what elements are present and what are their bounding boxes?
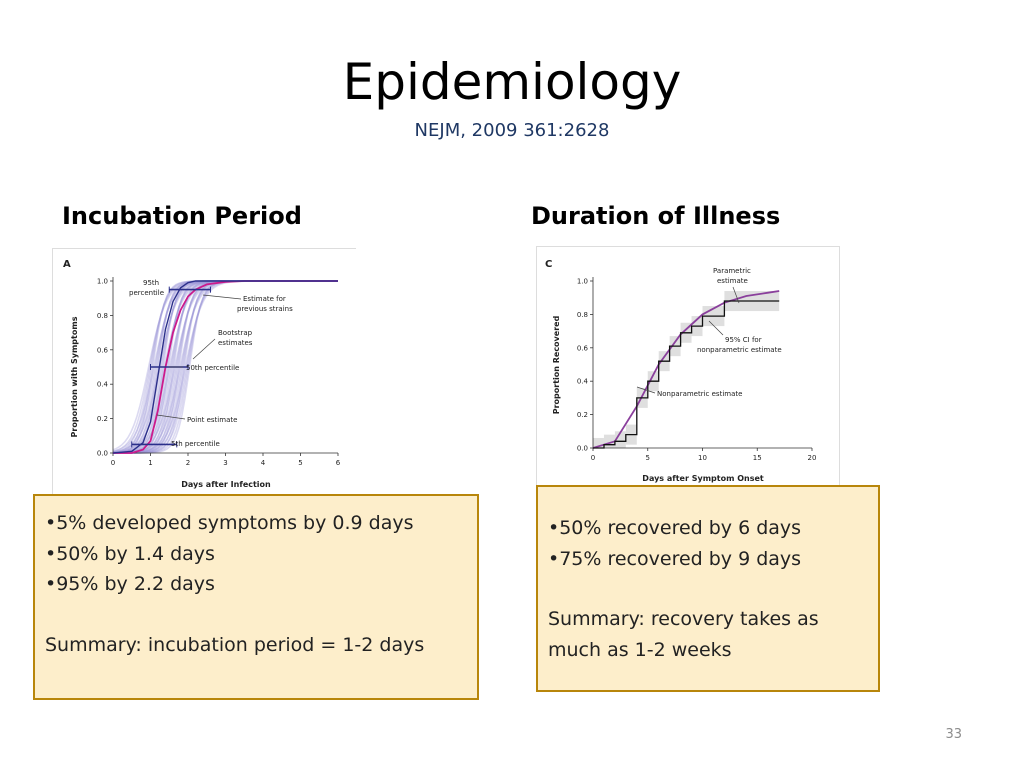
x-tick-label: 5 — [298, 459, 302, 467]
x-tick-label: 10 — [698, 454, 707, 462]
nonparametric-step-line — [593, 300, 780, 449]
x-tick-label: 15 — [753, 454, 762, 462]
annotation-bootstrap-2: estimates — [218, 339, 253, 347]
x-tick-label: 3 — [223, 459, 227, 467]
annotation-parametric-2: estimate — [717, 277, 748, 285]
panel-label-a: A — [63, 259, 71, 270]
x-tick-label: 0 — [111, 459, 115, 467]
ci-band — [593, 437, 604, 448]
annotation-50th: 50th percentile — [186, 364, 239, 372]
parametric-line — [592, 290, 780, 449]
panel-label-c: C — [545, 259, 552, 270]
y-tick-label: 0.6 — [97, 346, 109, 354]
ci-band — [614, 431, 626, 448]
annotations: 95th percentile Estimate for previous st… — [129, 279, 293, 448]
ci-band — [603, 434, 615, 448]
annotation-parametric-1: Parametric — [713, 267, 751, 275]
x-tick-label: 2 — [186, 459, 190, 467]
page-number: 33 — [945, 727, 962, 742]
y-tick-label: 0.8 — [97, 312, 108, 320]
x-tick-label: 4 — [261, 459, 266, 467]
y-tick-label: 0.2 — [97, 415, 108, 423]
incubation-summary: Summary: incubation period = 1-2 days — [45, 633, 425, 656]
bullet-75pct-recovered: •75% recovered by 9 days — [548, 547, 802, 570]
x-axis-label: Days after Infection — [181, 480, 271, 489]
y-tick-label: 1.0 — [577, 278, 588, 286]
x-axis-label: Days after Symptom Onset — [642, 474, 764, 483]
incubation-chart: A Proportion with Symptoms Days after In… — [52, 248, 356, 497]
series-lines — [112, 280, 338, 454]
annotation-previous-2: previous strains — [237, 305, 293, 313]
y-tick-label: 0.4 — [577, 378, 589, 386]
axes: 0.0 0.2 0.4 0.6 0.8 1.0 0 5 10 15 20 — [577, 277, 817, 462]
annotations: Parametric estimate 95% CI for nonparame… — [636, 267, 782, 398]
duration-summary-1: Summary: recovery takes as — [548, 608, 819, 630]
duration-heading: Duration of Illness — [531, 202, 781, 230]
incubation-heading: Incubation Period — [62, 202, 302, 230]
y-tick-label: 0.4 — [97, 381, 109, 389]
incubation-summary-box: •5% developed symptoms by 0.9 days •50% … — [33, 494, 479, 700]
annotation-5th: 5th percentile — [171, 440, 220, 448]
duration-summary-2: much as 1-2 weeks — [548, 638, 732, 661]
x-tick-label: 5 — [646, 454, 650, 462]
x-tick-label: 6 — [336, 459, 341, 467]
series-lines — [592, 290, 780, 449]
bullet-95pct: •95% by 2.2 days — [45, 573, 215, 595]
bullet-50pct: •50% by 1.4 days — [45, 542, 215, 565]
annotation-percentile: percentile — [129, 289, 164, 297]
y-tick-label: 0.2 — [577, 411, 588, 419]
y-tick-label: 0.8 — [577, 311, 588, 319]
y-tick-label: 0.0 — [577, 445, 588, 453]
confidence-interval — [593, 291, 780, 448]
annotation-ci-1: 95% CI for — [725, 336, 762, 344]
axes: 0.0 0.2 0.4 0.6 0.8 1.0 0 1 2 3 4 5 6 — [97, 277, 341, 467]
previous-strains-line — [112, 280, 338, 454]
annotation-point-estimate: Point estimate — [187, 416, 237, 424]
bullet-5pct: •5% developed symptoms by 0.9 days — [45, 512, 414, 534]
duration-chart: C Proportion Recovered Days after Sympto… — [536, 246, 840, 491]
y-tick-label: 0.6 — [577, 344, 589, 352]
annotation-95th: 95th — [143, 279, 159, 287]
y-axis-label: Proportion Recovered — [552, 315, 561, 414]
annotation-ci-2: nonparametric estimate — [697, 346, 782, 354]
annotation-nonparametric: Nonparametric estimate — [657, 390, 742, 398]
x-tick-label: 20 — [808, 454, 817, 462]
annotation-bootstrap-1: Bootstrap — [218, 329, 253, 337]
y-tick-label: 1.0 — [97, 278, 108, 286]
duration-summary-box: •50% recovered by 6 days •75% recovered … — [536, 485, 880, 692]
bullet-50pct-recovered: •50% recovered by 6 days — [548, 517, 802, 539]
x-tick-label: 0 — [591, 454, 595, 462]
annotation-previous-1: Estimate for — [243, 295, 286, 303]
y-tick-label: 0.0 — [97, 450, 108, 458]
slide-title: Epidemiology — [342, 53, 682, 111]
slide-subtitle: NEJM, 2009 361:2628 — [414, 120, 610, 141]
x-tick-label: 1 — [148, 459, 152, 467]
y-axis-label: Proportion with Symptoms — [70, 316, 79, 437]
